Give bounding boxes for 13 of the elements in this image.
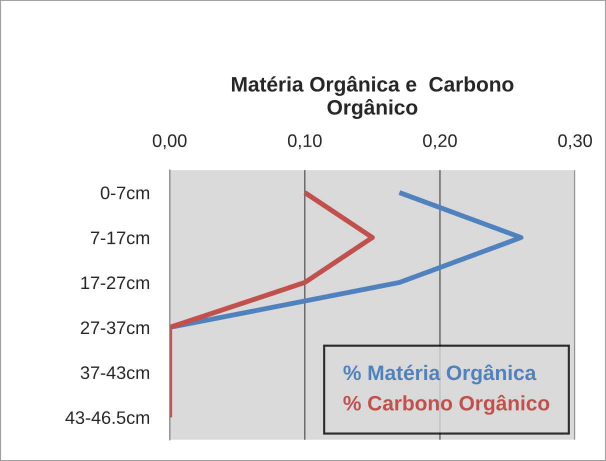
x-tick-label: 0,10 bbox=[288, 134, 322, 150]
x-tick-label: 0,00 bbox=[152, 134, 187, 150]
x-tick-label: 0,30 bbox=[558, 134, 592, 150]
y-tick-label: 17-27cm bbox=[81, 276, 150, 290]
y-tick-label: 43-46.5cm bbox=[65, 411, 150, 424]
y-tick-label: 27-37cm bbox=[80, 321, 150, 334]
y-tick-label: 7-17cm bbox=[90, 232, 150, 244]
text: % Matéria Orgânica bbox=[343, 364, 536, 384]
text: % Carbono Orgânico bbox=[343, 394, 550, 415]
chart-title: Matéria Orgânica e Carbono Orgânico bbox=[232, 76, 514, 119]
x-tick-label: 0,20 bbox=[423, 134, 457, 150]
y-tick-label: 37-43cm bbox=[80, 366, 150, 380]
y-tick-label: 0-7cm bbox=[100, 186, 150, 200]
